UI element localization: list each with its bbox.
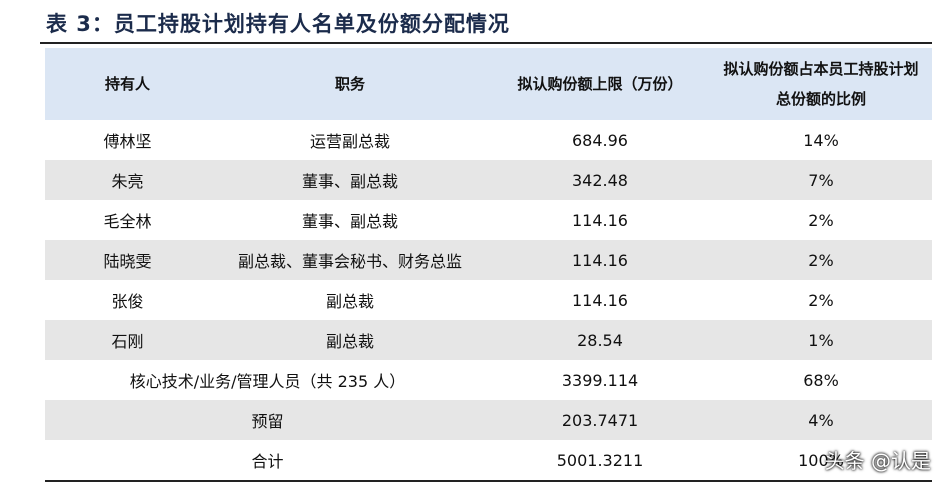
- table-cell: 石刚: [45, 320, 210, 360]
- table-row: 合计 5001.3211 100%: [45, 440, 932, 482]
- table-cell: 副总裁: [325, 292, 374, 311]
- table-cell: 毛全林: [103, 212, 152, 231]
- table-cell: 114.16: [572, 290, 628, 310]
- header-row: 持有人 职务 拟认购份额上限（万份） 拟认购份额占本员工持股计划总份额的比例: [45, 48, 932, 120]
- table-cell: 核心技术/业务/管理人员（共 235 人）: [129, 372, 406, 391]
- header-cell: 持有人: [45, 48, 210, 120]
- table-cell: 68%: [803, 370, 839, 390]
- table-cell: 14%: [803, 130, 839, 150]
- table-row: 朱亮 董事、副总裁 342.48 7%: [45, 160, 932, 200]
- table-cell: 陆晓雯: [45, 240, 210, 280]
- title-rule: [40, 42, 932, 44]
- table-cell: 朱亮: [45, 160, 210, 200]
- table-row: 预留 203.7471 4%: [45, 400, 932, 440]
- header-cell: 职务: [210, 48, 490, 120]
- table-row: 核心技术/业务/管理人员（共 235 人） 3399.114 68%: [45, 360, 932, 400]
- table-cell: 张俊: [111, 292, 144, 311]
- table-cell: 2%: [808, 210, 834, 230]
- table-cell: 203.7471: [490, 400, 710, 440]
- table-cell: 合计: [45, 440, 490, 482]
- table-cell: 董事、副总裁: [301, 212, 398, 231]
- watermark: 头条 @认是: [824, 449, 931, 473]
- table-cell: 4%: [710, 400, 932, 440]
- table-cell: 1%: [710, 320, 932, 360]
- table-cell: 7%: [710, 160, 932, 200]
- table-cell: 副总裁: [210, 320, 490, 360]
- table-cell: 342.48: [490, 160, 710, 200]
- table-cell: 预留: [45, 400, 490, 440]
- table-cell: 副总裁、董事会秘书、财务总监: [210, 240, 490, 280]
- table-cell: 傅林坚: [103, 132, 152, 151]
- table-cell: 114.16: [572, 210, 628, 230]
- table-cell: 2%: [808, 290, 834, 310]
- table-cell: 114.16: [490, 240, 710, 280]
- table-cell: 5001.3211: [490, 440, 710, 482]
- table-cell: 董事、副总裁: [210, 160, 490, 200]
- table-row: 毛全林 董事、副总裁 114.16 2%: [45, 200, 932, 240]
- header-cell: 拟认购份额占本员工持股计划总份额的比例: [710, 48, 932, 120]
- table-row: 张俊 副总裁 114.16 2%: [45, 280, 932, 320]
- table-body: 傅林坚 运营副总裁 684.96 14% 朱亮 董事、副总裁 342.48 7% 毛全林 董事、副…: [45, 120, 932, 482]
- table: 持有人 职务 拟认购份额上限（万份） 拟认购份额占本员工持股计划总份额的比例 傅林坚 运…: [45, 48, 932, 482]
- table-row: 陆晓雯 副总裁、董事会秘书、财务总监 114.16 2%: [45, 240, 932, 280]
- table-cell: 684.96: [572, 130, 628, 150]
- header-cell: 拟认购份额上限（万份）: [490, 48, 710, 120]
- table-cell: 2%: [710, 240, 932, 280]
- table-cell: 100%: [710, 440, 932, 482]
- table-cell: 运营副总裁: [309, 132, 390, 151]
- table-cell: 28.54: [490, 320, 710, 360]
- table-cell: 3399.114: [561, 370, 639, 390]
- table-row: 傅林坚 运营副总裁 684.96 14%: [45, 120, 932, 160]
- title: 表 3：员工持股计划持有人名单及份额分配情况: [46, 12, 510, 36]
- table-row: 石刚 副总裁 28.54 1%: [45, 320, 932, 360]
